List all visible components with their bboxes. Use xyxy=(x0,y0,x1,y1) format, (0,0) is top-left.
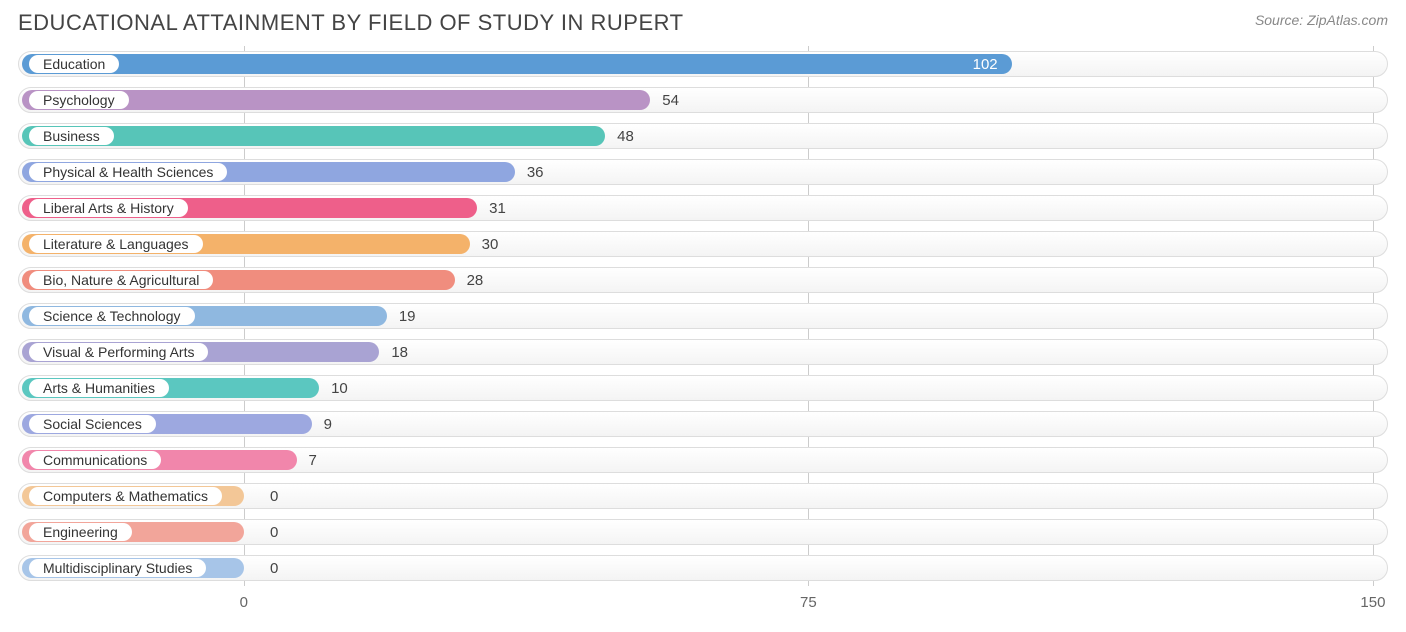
x-axis: 0 75 150 xyxy=(18,586,1388,622)
bar-label-pill: Physical & Health Sciences xyxy=(29,163,227,181)
bar-value: 102 xyxy=(973,46,998,82)
bar-label-pill: Literature & Languages xyxy=(29,235,203,253)
chart-title: EDUCATIONAL ATTAINMENT BY FIELD OF STUDY… xyxy=(18,10,684,36)
bar-value: 48 xyxy=(617,118,634,154)
bar-label-pill: Visual & Performing Arts xyxy=(29,343,208,361)
bar-value: 31 xyxy=(489,190,506,226)
x-tick-label: 75 xyxy=(800,594,817,611)
bar-row: Bio, Nature & Agricultural 28 xyxy=(18,262,1388,298)
bar-value: 7 xyxy=(309,442,317,478)
bar-row: Liberal Arts & History 31 xyxy=(18,190,1388,226)
bar-label-pill: Social Sciences xyxy=(29,415,156,433)
bar-label-pill: Arts & Humanities xyxy=(29,379,169,397)
bar-fill xyxy=(22,54,1012,74)
bar-label-pill: Multidisciplinary Studies xyxy=(29,559,206,577)
bar-value: 19 xyxy=(399,298,416,334)
bar-row: Arts & Humanities 10 xyxy=(18,370,1388,406)
bar-label-pill: Computers & Mathematics xyxy=(29,487,222,505)
bar-row: Multidisciplinary Studies 0 xyxy=(18,550,1388,586)
bar-value: 0 xyxy=(270,514,278,550)
bar-value: 36 xyxy=(527,154,544,190)
bar-label-pill: Liberal Arts & History xyxy=(29,199,188,217)
bar-row: Communications 7 xyxy=(18,442,1388,478)
bar-value: 0 xyxy=(270,550,278,586)
chart-plot: Education102Psychology54Business48Physic… xyxy=(18,46,1388,622)
bar-value: 28 xyxy=(467,262,484,298)
bar-row: Computers & Mathematics 0 xyxy=(18,478,1388,514)
bar-row: Education 102 xyxy=(18,46,1388,82)
bar-value: 0 xyxy=(270,478,278,514)
bar-label-pill: Bio, Nature & Agricultural xyxy=(29,271,213,289)
bar-label-pill: Science & Technology xyxy=(29,307,195,325)
bar-label-pill: Education xyxy=(29,55,119,73)
bar-row: Visual & Performing Arts 18 xyxy=(18,334,1388,370)
bar-value: 54 xyxy=(662,82,679,118)
bar-row: Literature & Languages 30 xyxy=(18,226,1388,262)
bar-value: 9 xyxy=(324,406,332,442)
bar-label-pill: Engineering xyxy=(29,523,132,541)
bar-row: Science & Technology 19 xyxy=(18,298,1388,334)
chart-source: Source: ZipAtlas.com xyxy=(1255,10,1388,28)
x-tick-label: 0 xyxy=(240,594,248,611)
bar-label-pill: Psychology xyxy=(29,91,129,109)
bar-label-pill: Communications xyxy=(29,451,161,469)
bar-value: 30 xyxy=(482,226,499,262)
bar-row: Social Sciences 9 xyxy=(18,406,1388,442)
x-tick-label: 150 xyxy=(1360,594,1385,611)
bar-row: Engineering 0 xyxy=(18,514,1388,550)
bar-value: 10 xyxy=(331,370,348,406)
bar-label-pill: Business xyxy=(29,127,114,145)
bar-row: Physical & Health Sciences 36 xyxy=(18,154,1388,190)
bar-value: 18 xyxy=(391,334,408,370)
bar-row: Psychology 54 xyxy=(18,82,1388,118)
chart-container: EDUCATIONAL ATTAINMENT BY FIELD OF STUDY… xyxy=(0,0,1406,632)
bar-row: Business 48 xyxy=(18,118,1388,154)
chart-header: EDUCATIONAL ATTAINMENT BY FIELD OF STUDY… xyxy=(18,10,1388,36)
